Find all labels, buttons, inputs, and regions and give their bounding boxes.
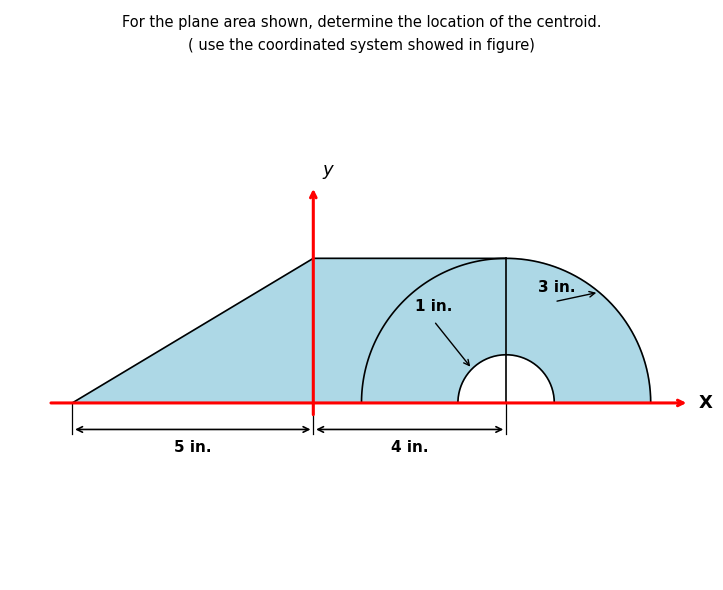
- Text: y: y: [322, 161, 333, 179]
- Text: 3 in.: 3 in.: [538, 280, 576, 294]
- Text: For the plane area shown, determine the location of the centroid.: For the plane area shown, determine the …: [121, 15, 602, 30]
- Text: ( use the coordinated system showed in figure): ( use the coordinated system showed in f…: [188, 38, 535, 53]
- Text: 1 in.: 1 in.: [415, 299, 453, 314]
- Polygon shape: [72, 258, 651, 403]
- Text: 5 in.: 5 in.: [174, 440, 212, 455]
- Text: 4 in.: 4 in.: [391, 440, 429, 455]
- Text: X: X: [699, 394, 713, 412]
